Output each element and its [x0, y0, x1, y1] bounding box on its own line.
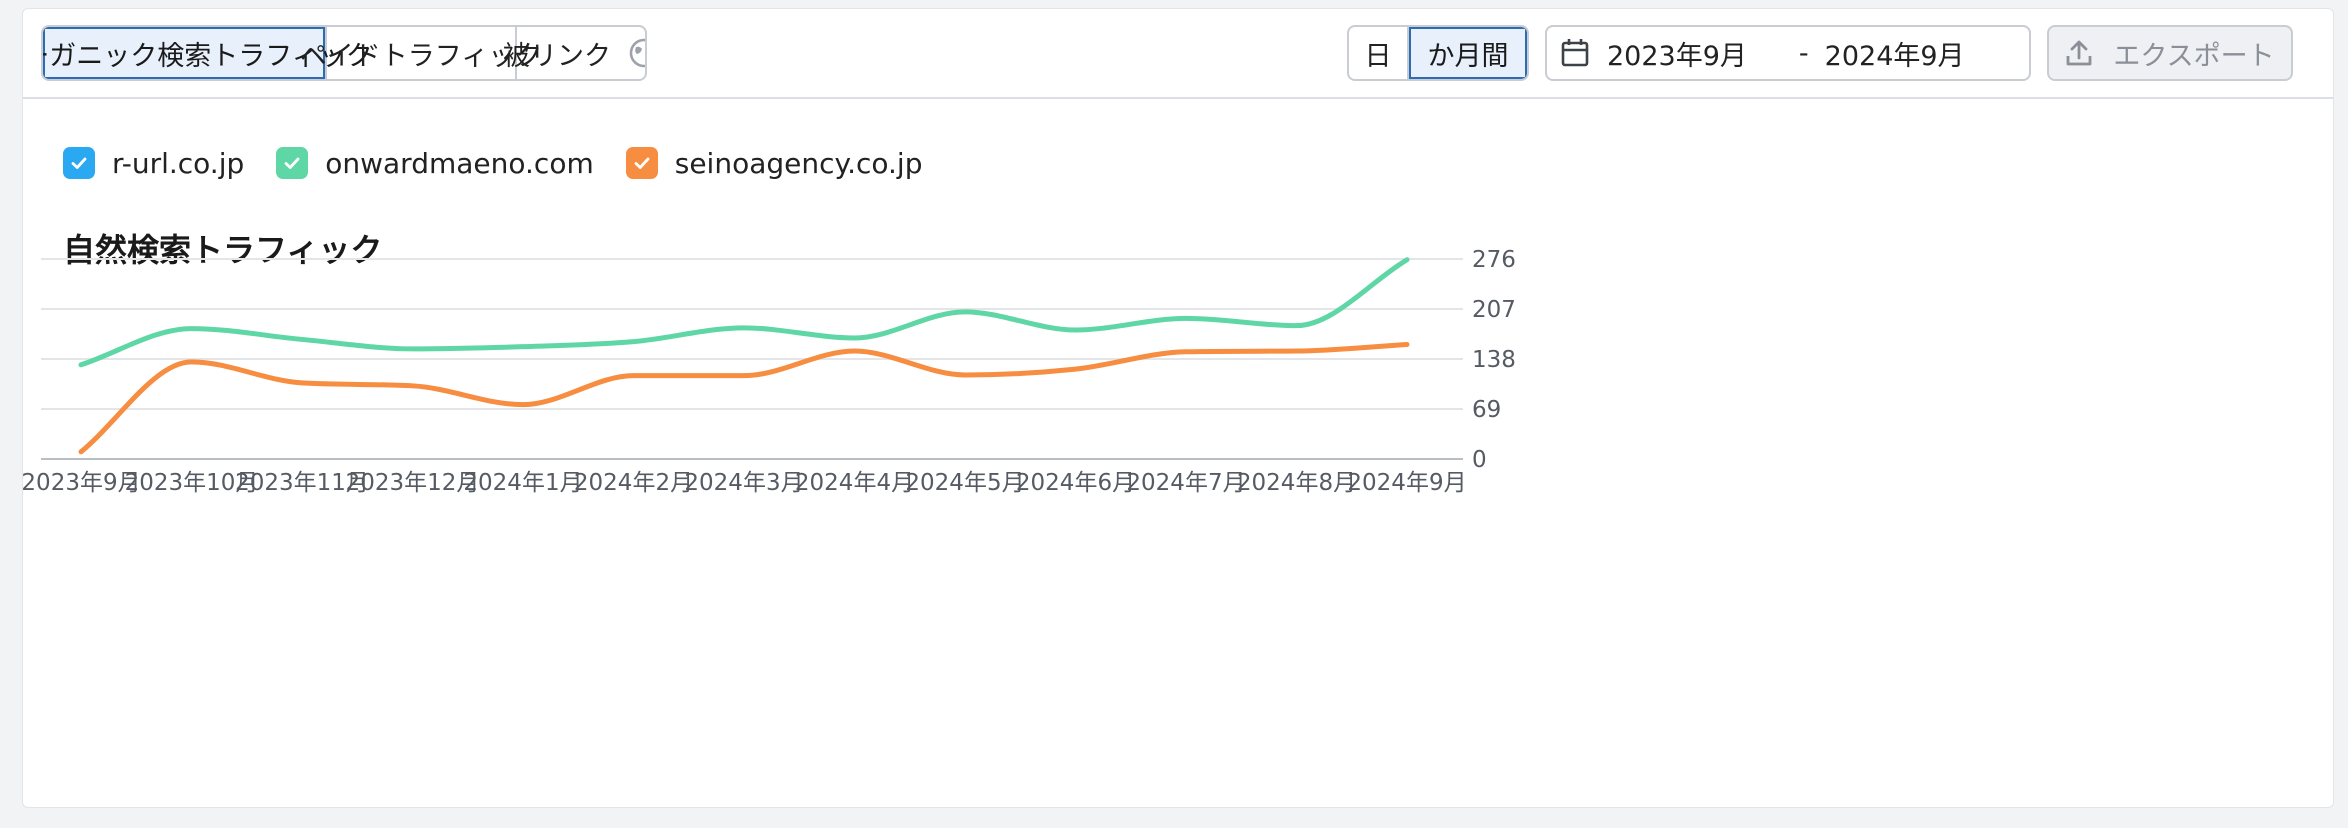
checkbox-checked-icon[interactable]: [625, 147, 658, 179]
month-button[interactable]: か月間: [1409, 27, 1527, 79]
tab-paid-traffic[interactable]: ペイドトラフィック: [300, 27, 542, 79]
calendar-icon: [1561, 38, 1589, 68]
x-tick-label: 2023年10月: [125, 470, 259, 496]
legend-item-seinoagency[interactable]: seinoagency.co.jp: [625, 146, 923, 180]
tab-backlinks[interactable]: 被リンク: [503, 27, 645, 79]
x-tick-label: 2024年3月: [684, 470, 803, 496]
traffic-card: オーガニック検索トラフィック ペイドトラフィック 被リンク 日: [22, 8, 2334, 808]
x-tick-label: 2023年9月: [23, 470, 141, 496]
series-line-seinoagency-co-jp: [78, 342, 1410, 455]
traffic-line-chart: 0 69 138 207 276 2023年9月2023年10月2023年11月2023年…: [23, 247, 1516, 496]
export-button[interactable]: エクスポート: [2047, 25, 2293, 81]
y-tick-label: 69: [1472, 397, 1501, 423]
y-tick-label: 138: [1472, 347, 1516, 373]
date-end: 2024年9月: [1824, 40, 1965, 72]
legend-item-onwardmaeno[interactable]: onwardmaeno.com: [276, 146, 594, 180]
month-label: か月間: [1427, 40, 1509, 72]
x-tick-label: 2024年7月: [1126, 470, 1245, 496]
granularity-toggle: 日 か月間: [1347, 25, 1529, 81]
globe-icon: [629, 38, 645, 68]
toolbar: オーガニック検索トラフィック ペイドトラフィック 被リンク 日: [23, 9, 2333, 99]
x-tick-label: 2023年12月: [346, 470, 480, 496]
export-label: エクスポート: [2113, 40, 2275, 72]
y-tick-label: 207: [1472, 297, 1516, 323]
day-label: 日: [1364, 40, 1392, 72]
y-tick-label: 0: [1472, 447, 1487, 473]
tab-organic-traffic[interactable]: オーガニック検索トラフィック: [43, 27, 373, 79]
date-range-picker[interactable]: 2023年9月 - 2024年9月: [1545, 25, 2031, 81]
upload-icon: [2065, 38, 2093, 68]
series-line-onwardmaeno-com: [78, 257, 1410, 368]
x-tick-label: 2024年9月: [1347, 470, 1466, 496]
legend-item-r-url[interactable]: r-url.co.jp: [63, 147, 244, 180]
x-tick-label: 2023年11月: [235, 470, 369, 496]
day-button[interactable]: 日: [1349, 27, 1409, 79]
tab-organic-label: オーガニック検索トラフィック: [43, 40, 373, 72]
date-start: 2023年9月: [1607, 40, 1747, 72]
x-tick-label: 2024年6月: [1016, 470, 1135, 496]
traffic-type-tabs: オーガニック検索トラフィック ペイドトラフィック 被リンク: [41, 25, 647, 81]
checkbox-checked-icon[interactable]: [276, 147, 309, 179]
legend-label: seinoagency.co.jp: [674, 146, 923, 180]
tab-backlinks-label: 被リンク: [503, 40, 611, 72]
chart-legend: r-url.co.jp onwardmaeno.com seinoagency.…: [63, 137, 954, 189]
y-tick-label: 276: [1472, 247, 1516, 273]
checkbox-checked-icon[interactable]: [63, 147, 95, 179]
x-tick-label: 2024年8月: [1237, 470, 1356, 496]
x-tick-label: 2024年4月: [795, 470, 914, 496]
date-separator: -: [1798, 37, 1809, 69]
chart-title: 自然検索トラフィック: [63, 231, 383, 269]
legend-label: r-url.co.jp: [112, 146, 245, 180]
x-tick-label: 2024年2月: [574, 470, 693, 496]
tab-paid-label: ペイドトラフィック: [299, 40, 543, 72]
x-tick-label: 2024年5月: [905, 470, 1024, 496]
legend-label: onwardmaeno.com: [325, 146, 594, 180]
x-tick-label: 2024年1月: [463, 470, 582, 496]
